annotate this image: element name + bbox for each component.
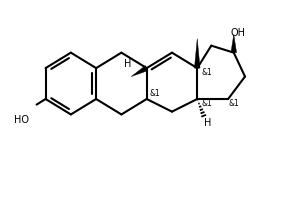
- Polygon shape: [231, 34, 237, 53]
- Text: H: H: [124, 59, 131, 69]
- Text: &1: &1: [202, 99, 212, 108]
- Polygon shape: [194, 39, 200, 68]
- Text: H: H: [204, 118, 211, 128]
- Text: &1: &1: [228, 99, 239, 108]
- Text: HO: HO: [14, 115, 29, 125]
- Text: OH: OH: [231, 28, 245, 38]
- Text: &1: &1: [202, 68, 212, 77]
- Polygon shape: [131, 66, 148, 77]
- Text: &1: &1: [150, 89, 160, 98]
